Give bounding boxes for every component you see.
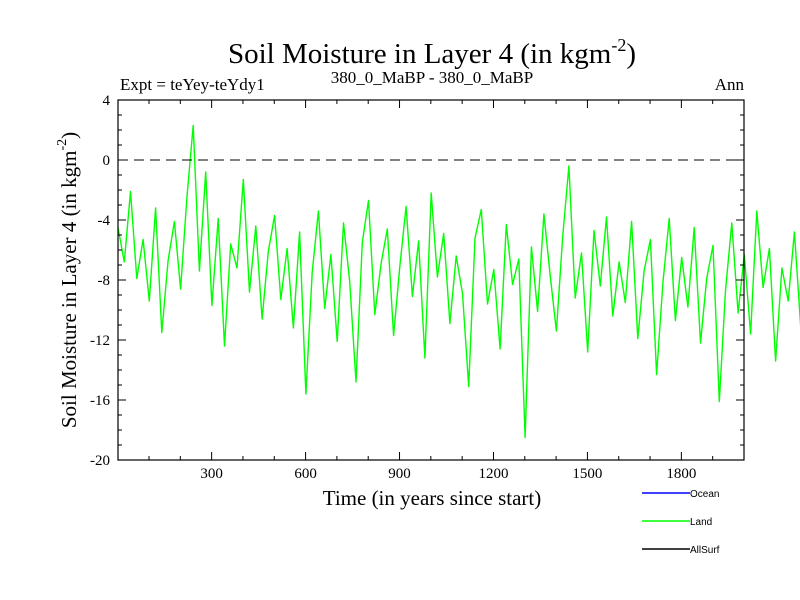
legend-label-allsurf: AllSurf [690,545,720,556]
series-line-land [117,124,800,439]
x-tick-label: 300 [200,466,223,482]
legend-label-ocean: Ocean [690,489,719,500]
x-tick-label: 900 [388,466,411,482]
x-tick-label: 1500 [572,466,602,482]
x-tick-label: 600 [294,466,317,482]
experiment-label: Expt = teYey-teYdy1 [120,75,265,94]
legend: Ocean Land AllSurf [642,489,720,556]
y-tick-label: -4 [98,213,111,229]
y-tick-label: 4 [103,93,111,109]
y-tick-label: -16 [90,393,110,409]
x-tick-label: 1800 [666,466,696,482]
comparison-label: 380_0_MaBP - 380_0_MaBP [331,68,533,87]
ticks-layer: 300 600 900 1200 1500 1800 -20 -16 -12 -8 -4 0 4 [90,93,744,482]
y-tick-label: 0 [103,153,111,169]
y-tick-label: -20 [90,453,110,469]
chart-title: Soil Moisture in Layer 4 (in kgm-2) [228,35,636,70]
plot-frame [117,99,745,461]
y-tick-label: -8 [98,273,111,289]
x-axis-label: Time (in years since start) [323,486,542,510]
legend-label-land: Land [690,517,712,528]
x-tick-label: 1200 [478,466,508,482]
series-layer [117,124,800,439]
period-label: Ann [715,75,745,94]
y-axis-label: Soil Moisture in Layer 4 (in kgm-2) [55,132,81,428]
y-tick-label: -12 [90,333,110,349]
